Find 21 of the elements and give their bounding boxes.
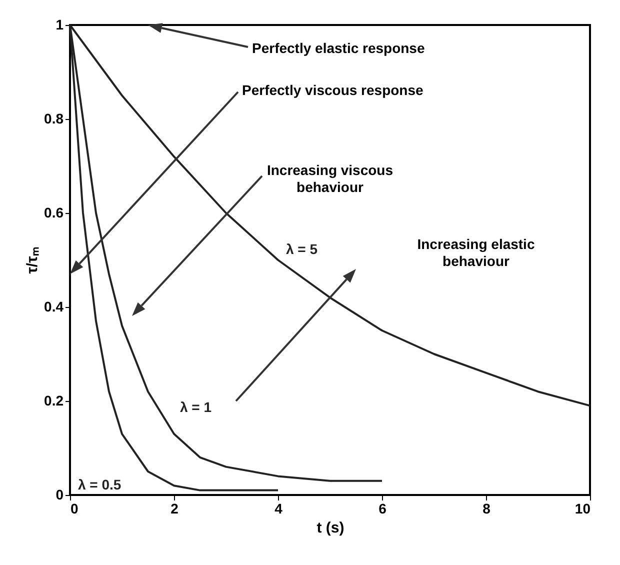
x-tick-label: 10: [574, 500, 591, 516]
annotation: Perfectly elastic response: [252, 40, 425, 56]
series-label: λ = 0.5: [78, 476, 122, 493]
annotation: Increasing viscous behaviour: [266, 162, 394, 195]
x-tick-label: 4: [274, 500, 283, 516]
y-tick-label: 0: [56, 486, 64, 502]
annotation: Increasing elastic behaviour: [417, 236, 535, 269]
x-axis-title: t (s): [316, 520, 344, 536]
y-tick-label: 0.4: [44, 298, 64, 314]
y-tick-label: 0.8: [44, 110, 64, 126]
x-tick-label: 2: [170, 500, 179, 516]
x-tick-label: 8: [482, 500, 491, 516]
series-label: λ = 1: [180, 398, 212, 415]
x-tick-label: 6: [378, 500, 387, 516]
x-tick-label: 0: [70, 500, 78, 516]
y-axis-title: τ/τₘ: [24, 247, 42, 274]
y-tick-label: 0.6: [44, 204, 64, 220]
y-tick-label: 0.2: [44, 392, 64, 408]
annotation: Perfectly viscous response: [242, 82, 424, 98]
series-label: λ = 5: [286, 241, 318, 257]
y-tick-label: 1: [56, 16, 64, 32]
